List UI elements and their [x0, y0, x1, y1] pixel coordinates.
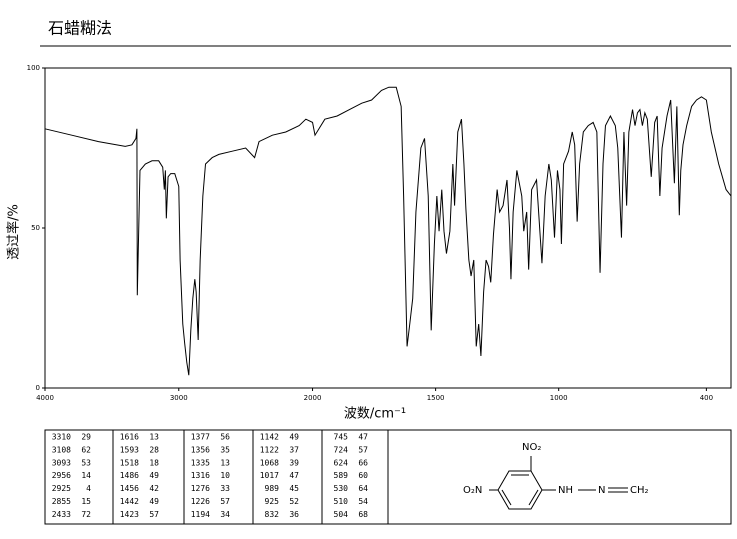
peak-transmittance: 10: [220, 471, 230, 480]
peak-wavenumber: 2433: [52, 510, 71, 519]
x-tick-label: 1500: [427, 394, 445, 402]
peak-transmittance: 57: [149, 510, 159, 519]
y-tick-label: 100: [27, 64, 40, 72]
y-axis-label: 透过率/%: [6, 204, 22, 260]
structure-label: NH: [558, 485, 573, 496]
x-tick-label: 3000: [170, 394, 188, 402]
peak-wavenumber: 2925: [52, 484, 71, 493]
y-tick-label: 50: [31, 224, 40, 232]
peak-transmittance: 15: [81, 497, 91, 506]
peak-transmittance: 52: [289, 497, 299, 506]
peak-wavenumber: 1356: [191, 445, 210, 454]
peak-wavenumber: 2855: [52, 497, 71, 506]
peak-transmittance: 45: [289, 484, 299, 493]
structure-label: N: [598, 485, 605, 496]
peak-transmittance: 18: [149, 458, 159, 467]
peak-wavenumber: 1226: [191, 497, 210, 506]
peak-wavenumber: 1442: [120, 497, 139, 506]
peak-wavenumber: 504: [334, 510, 349, 519]
peak-wavenumber: 1377: [191, 433, 210, 442]
peak-transmittance: 57: [358, 445, 368, 454]
peak-transmittance: 29: [81, 433, 91, 442]
peak-wavenumber: 530: [334, 484, 349, 493]
peak-transmittance: 47: [358, 433, 368, 442]
peak-transmittance: 36: [289, 510, 299, 519]
x-tick-label: 1000: [550, 394, 568, 402]
peak-wavenumber: 589: [334, 471, 349, 480]
structure: [489, 456, 628, 510]
peak-wavenumber: 1486: [120, 471, 139, 480]
peak-transmittance: 47: [289, 471, 299, 480]
peak-wavenumber: 1122: [260, 445, 279, 454]
peak-transmittance: 37: [289, 445, 299, 454]
peak-transmittance: 4: [86, 484, 91, 493]
peak-wavenumber: 510: [334, 497, 349, 506]
peak-transmittance: 14: [81, 471, 91, 480]
peak-transmittance: 72: [81, 510, 91, 519]
peak-wavenumber: 1593: [120, 445, 139, 454]
structure-label: NO₂: [522, 442, 541, 453]
peak-wavenumber: 1142: [260, 433, 279, 442]
peak-transmittance: 57: [220, 497, 230, 506]
peak-transmittance: 34: [220, 510, 230, 519]
structure-label: O₂N: [463, 485, 482, 496]
peak-wavenumber: 1616: [120, 433, 139, 442]
peak-wavenumber: 1423: [120, 510, 139, 519]
peak-transmittance: 56: [220, 433, 230, 442]
peak-wavenumber: 2956: [52, 471, 71, 480]
ring-bond: [528, 489, 539, 506]
peak-transmittance: 49: [149, 471, 159, 480]
peak-wavenumber: 3108: [52, 445, 71, 454]
peak-transmittance: 54: [358, 497, 368, 506]
peak-wavenumber: 1456: [120, 484, 139, 493]
peak-wavenumber: 624: [334, 458, 349, 467]
spectrum-line: [44, 86, 732, 376]
peak-wavenumber: 745: [334, 433, 349, 442]
peak-transmittance: 64: [358, 484, 368, 493]
peak-wavenumber: 1276: [191, 484, 210, 493]
x-tick-label: 400: [700, 394, 713, 402]
ring-bond: [501, 489, 512, 506]
peak-wavenumber: 3093: [52, 458, 71, 467]
peak-wavenumber: 724: [334, 445, 349, 454]
peak-wavenumber: 1518: [120, 458, 139, 467]
peak-transmittance: 53: [81, 458, 91, 467]
chart-title: 石蜡糊法: [48, 19, 112, 38]
y-tick-label: 0: [36, 384, 40, 392]
peak-wavenumber: 832: [265, 510, 280, 519]
peak-transmittance: 28: [149, 445, 159, 454]
peak-transmittance: 39: [289, 458, 299, 467]
peak-wavenumber: 1068: [260, 458, 279, 467]
peak-transmittance: 42: [149, 484, 159, 493]
peak-wavenumber: 989: [265, 484, 280, 493]
peak-transmittance: 60: [358, 471, 368, 480]
peak-wavenumber: 925: [265, 497, 280, 506]
peak-transmittance: 66: [358, 458, 368, 467]
peak-transmittance: 49: [149, 497, 159, 506]
peak-wavenumber: 1316: [191, 471, 210, 480]
peak-wavenumber: 1017: [260, 471, 279, 480]
benzene-ring: [497, 470, 543, 510]
peak-transmittance: 33: [220, 484, 230, 493]
peak-transmittance: 13: [149, 433, 159, 442]
structure-label: CH₂: [630, 485, 649, 496]
peak-wavenumber: 3310: [52, 433, 71, 442]
peak-transmittance: 68: [358, 510, 368, 519]
peak-wavenumber: 1194: [191, 510, 210, 519]
x-tick-label: 4000: [36, 394, 54, 402]
x-tick-label: 2000: [304, 394, 322, 402]
peak-transmittance: 49: [289, 433, 299, 442]
peak-transmittance: 13: [220, 458, 230, 467]
peak-transmittance: 62: [81, 445, 91, 454]
peak-wavenumber: 1335: [191, 458, 210, 467]
peak-transmittance: 35: [220, 445, 230, 454]
x-axis-label: 波数/cm⁻¹: [344, 407, 406, 422]
plot-frame: [44, 67, 732, 389]
